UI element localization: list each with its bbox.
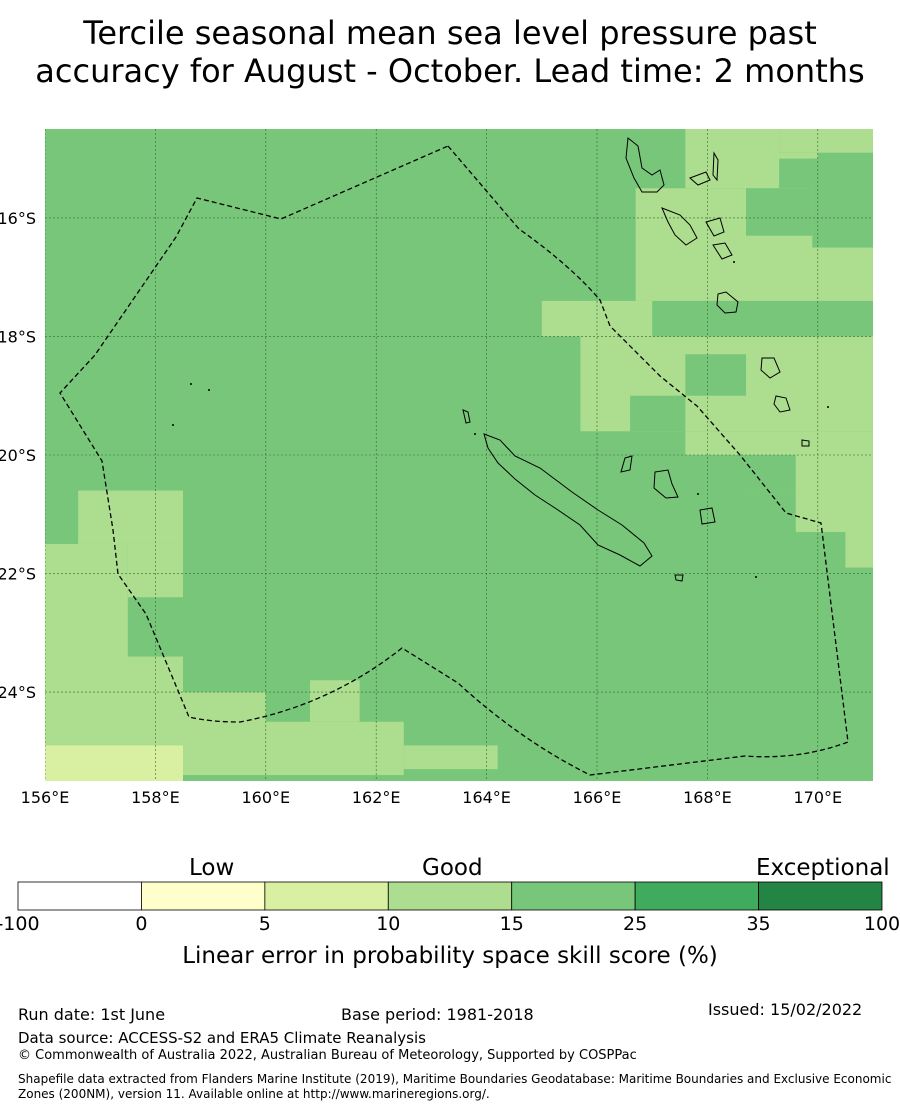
skill-cell	[630, 395, 686, 432]
lat-tick-label: 18°S	[0, 327, 36, 346]
lon-tick-labels: 156°E 158°E 160°E 162°E 164°E 166°E 168°E 170°E	[21, 788, 842, 807]
colorbar-segment	[264, 881, 389, 911]
islet	[755, 576, 757, 578]
lon-tick-label: 158°E	[131, 788, 180, 807]
colorbar-segment	[141, 881, 266, 911]
lat-tick-label: 16°S	[0, 209, 36, 228]
skill-cell	[746, 188, 813, 236]
island-coastline	[462, 409, 471, 424]
islet	[208, 389, 210, 391]
colorbar-tick-label: 25	[623, 913, 648, 935]
title-line-2: accuracy for August - October. Lead time…	[35, 52, 865, 90]
skill-cell	[183, 692, 266, 776]
skill-cell	[78, 490, 183, 544]
skill-cell	[729, 455, 796, 491]
colorbar-tick-label: 100	[863, 913, 900, 935]
colorbar-segment	[758, 881, 883, 911]
skill-cell	[128, 781, 183, 787]
islet	[474, 433, 476, 435]
skill-score-map: 156°E 158°E 160°E 162°E 164°E 166°E 168°E 170°E…	[0, 129, 873, 807]
island-coastline	[661, 207, 698, 246]
colorbar-segment	[634, 881, 759, 911]
lon-tick-label: 170°E	[793, 788, 842, 807]
island-coastline	[699, 507, 716, 525]
title-line-1: Tercile seasonal mean sea level pressure…	[83, 14, 817, 52]
islet	[190, 383, 192, 385]
skill-cell	[685, 431, 873, 455]
skill-cell	[845, 514, 873, 568]
lat-tick-label: 22°S	[0, 565, 36, 584]
run-date: Run date: 1st June	[18, 1005, 166, 1024]
colorbar-tick-label: 0	[135, 913, 148, 935]
island-coastline	[801, 439, 810, 447]
skill-cell	[265, 721, 404, 776]
category-good: Good	[422, 855, 483, 881]
lon-tick-label: 160°E	[241, 788, 290, 807]
skill-cell	[740, 152, 818, 159]
islet	[827, 406, 829, 408]
colorbar-tick-label: 5	[258, 913, 271, 935]
lat-tick-label: 24°S	[0, 683, 36, 702]
skill-cell	[403, 745, 498, 770]
skill-cell	[845, 170, 873, 207]
island-coastline	[625, 137, 665, 193]
colorbar-tick-label: -100	[0, 913, 40, 935]
gridlines	[45, 129, 873, 781]
skill-cell	[685, 354, 747, 396]
islet	[733, 261, 735, 263]
lon-tick-label: 156°E	[21, 788, 70, 807]
skill-cell	[45, 543, 128, 657]
colorbar-segment	[387, 881, 513, 911]
colorbar-tick-label: 10	[376, 913, 401, 935]
island-coastline	[705, 217, 725, 237]
skill-cell	[45, 751, 128, 781]
lon-tick-label: 168°E	[683, 788, 732, 807]
island-coastline	[716, 291, 739, 314]
lon-tick-label: 162°E	[352, 788, 401, 807]
island-coastline	[773, 395, 791, 413]
colorbar-tick-label: 35	[746, 913, 771, 935]
category-low: Low	[189, 855, 235, 881]
skill-cells	[45, 129, 873, 787]
island-coastline	[712, 242, 733, 260]
lat-tick-label: 20°S	[0, 446, 36, 465]
lat-tick-labels: 16°S 18°S 20°S 22°S 24°S	[0, 209, 36, 702]
island-coastline	[674, 574, 684, 582]
colorbar	[17, 881, 883, 911]
colorbar-segment	[17, 881, 142, 911]
data-source: Data source: ACCESS-S2 and ERA5 Climate …	[18, 1029, 426, 1047]
island-coastline	[712, 151, 719, 182]
lon-tick-label: 164°E	[462, 788, 511, 807]
colorbar-label: Linear error in probability space skill …	[182, 943, 718, 969]
island-coastline	[760, 357, 781, 379]
category-exceptional: Exceptional	[756, 855, 890, 881]
colorbar-segment	[511, 881, 636, 911]
lon-tick-label: 166°E	[573, 788, 622, 807]
islet	[697, 493, 699, 495]
skill-cell	[309, 680, 360, 722]
skill-cell	[779, 129, 873, 153]
map-title: Tercile seasonal mean sea level pressure…	[0, 14, 900, 90]
eez-boundary	[59, 145, 849, 776]
islet	[172, 424, 174, 426]
island-coastline	[653, 469, 679, 499]
island-coastline	[689, 171, 711, 186]
island-coastline	[483, 433, 653, 567]
coastlines	[172, 137, 829, 582]
issued-date: Issued: 15/02/2022	[708, 1000, 863, 1019]
base-period: Base period: 1981-2018	[341, 1005, 534, 1024]
copyright: © Commonwealth of Australia 2022, Austra…	[18, 1048, 637, 1063]
island-coastline	[620, 455, 633, 473]
colorbar-tick-label: 15	[499, 913, 524, 935]
shapefile-credit: Shapefile data extracted from Flanders M…	[18, 1072, 892, 1101]
